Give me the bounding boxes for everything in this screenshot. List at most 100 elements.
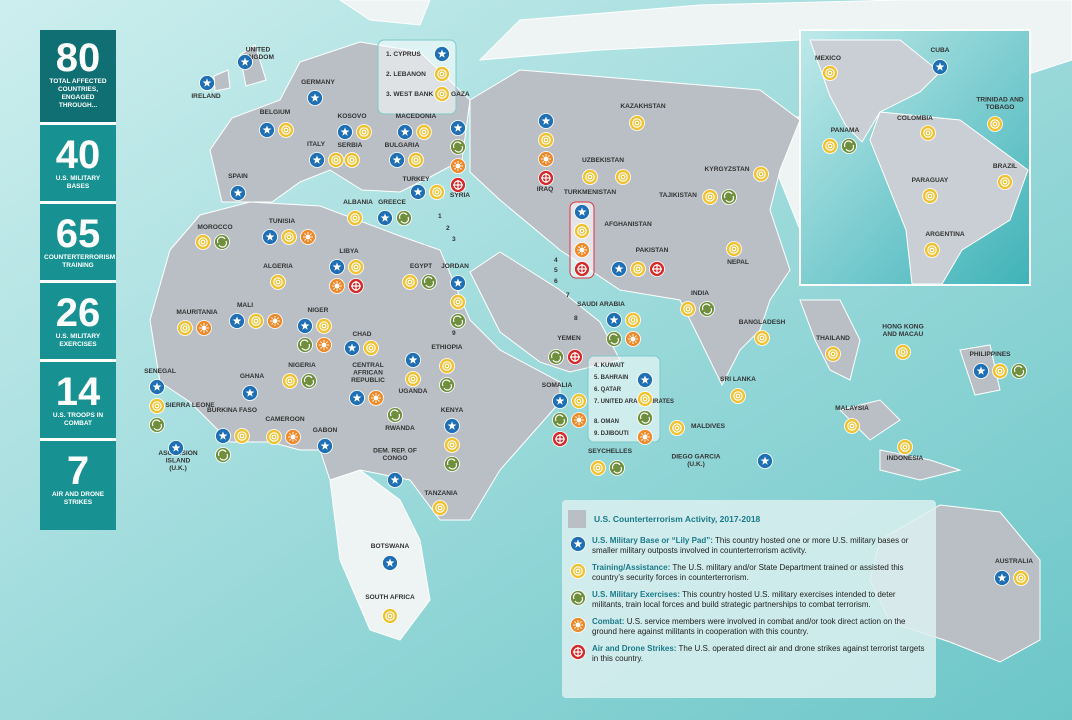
icon-glyph [642,396,648,402]
activity-icon [450,275,466,291]
activity-icon [574,261,590,277]
icon-disc [615,169,631,185]
map-number: 3 [452,236,456,243]
country-label: ALBANIA [343,199,373,206]
activity-icon [637,372,653,388]
icon-disc [922,188,938,204]
country-label: MAURITANIA [176,309,218,316]
country-label: AUSTRALIA [995,558,1033,565]
activity-icon [382,555,398,571]
icon-disc [1013,570,1029,586]
activity-icon [278,122,294,138]
activity-icon [570,563,586,579]
activity-icon [615,169,631,185]
activity-icon [242,385,258,401]
icon-glyph [574,396,584,406]
country-label: KOSOVO [338,113,367,120]
icon-glyph [312,155,322,164]
icon-glyph [640,394,650,404]
icon-glyph [990,119,1000,129]
activity-icon [699,301,715,317]
icon-disc [356,124,372,140]
legend-icon [570,644,586,660]
stat-label: U.S. TROOPS IN COMBAT [52,412,104,427]
activity-icon [149,379,165,395]
icon-glyph [547,160,550,163]
activity-icon [570,617,586,633]
activity-icon [382,608,398,624]
legend-glyph [570,590,586,606]
activity-icon [266,429,282,445]
icon-glyph [757,333,767,343]
activity-icon [637,429,653,445]
legend-item: U.S. Military Exercises: This country ho… [570,590,928,610]
country-label: BOTSWANA [371,543,410,550]
icon-glyph [847,421,857,431]
activity-icon [196,320,212,336]
icon-disc [825,346,841,362]
icon-glyph [432,187,442,197]
icon-glyph [332,262,342,271]
label-line: ISLAND [166,458,191,465]
icon-glyph [200,239,206,245]
icon-glyph [976,366,986,375]
icon-glyph [200,329,203,332]
activity-icon [932,59,948,75]
country-label: CENTRAL AFRICAN REPUBLIC [351,362,385,384]
country-label: ETHIOPIA [431,344,462,351]
inset-land [809,39,1029,285]
icon-glyph [583,251,586,254]
icon-disc [625,312,641,328]
icon-glyph [902,444,908,450]
icon-glyph [300,321,310,330]
activity-icon [408,152,424,168]
icon-glyph [410,376,416,382]
icon-glyph [218,431,228,440]
country-label: AFGHANISTAN [604,221,652,228]
icon-glyph [629,340,632,343]
icon-disc [924,242,940,258]
activity-icon [215,447,231,463]
activity-icon [434,46,450,62]
box-label: 5. BAHRAIN [594,375,628,381]
icon-glyph [253,318,259,324]
label-line: TRINIDAD AND [976,97,1024,104]
icon-glyph [202,78,212,87]
icon-glyph [340,127,350,136]
icon-glyph [759,335,765,341]
country-label: SIERRA LEONE [165,402,215,409]
activity-icon [897,439,913,455]
icon-glyph [735,393,741,399]
activity-icon [922,188,938,204]
icon-disc [680,301,696,317]
icon-glyph [405,277,415,287]
activity-icon [630,261,646,277]
icon-glyph [1013,365,1023,373]
box-label: 3. WEST BANK AND GAZA [386,91,470,98]
map-number: 1 [438,213,442,220]
activity-icon [363,340,379,356]
icon-glyph [646,433,649,436]
icon-glyph [579,228,585,234]
icon-glyph [271,434,277,440]
icon-glyph [454,145,464,153]
legend-icon [570,536,586,552]
icon-glyph [287,378,293,384]
country-label: SEYCHELLES [588,448,633,455]
country-label: MACEDONIA [396,113,437,120]
icon-disc [177,320,193,336]
icon-glyph [630,317,636,323]
icon-glyph [352,393,362,402]
icon-glyph [641,416,651,424]
country-label: TURKEY [402,176,430,183]
activity-icon [259,122,275,138]
activity-icon [434,66,450,82]
icon-disc [328,152,344,168]
icon-glyph [579,621,582,624]
icon-glyph [672,423,682,433]
activity-icon [344,340,360,356]
icon-glyph [408,374,418,384]
icon-glyph [583,246,586,249]
icon-glyph [554,414,564,422]
legend-swatch [568,510,586,528]
